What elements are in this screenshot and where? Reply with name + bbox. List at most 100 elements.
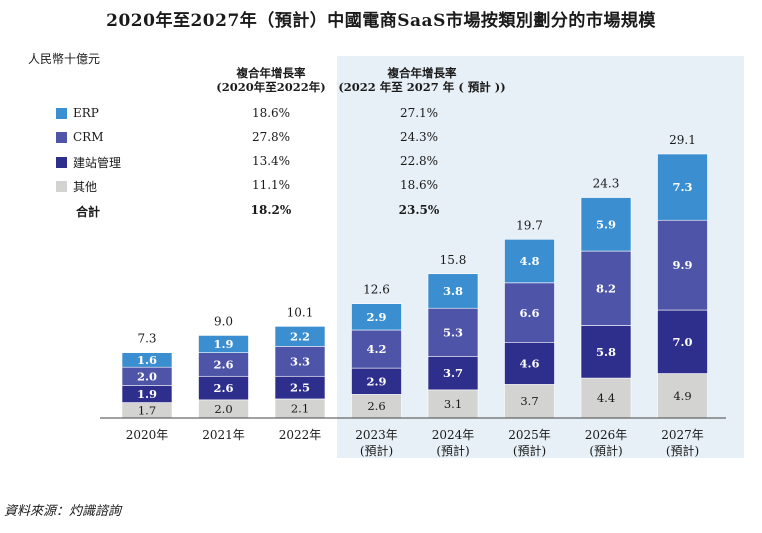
bar-segment-website-6 xyxy=(580,325,632,379)
data-label-other-4: 3.1 xyxy=(444,397,462,411)
bar-segment-other-5 xyxy=(504,384,555,419)
data-label-erp-2: 2.2 xyxy=(290,329,310,343)
cagr-header-historical-line1: 複合年增長率 xyxy=(236,66,306,80)
data-label-website-3: 2.9 xyxy=(366,374,386,388)
data-label-other-6: 4.4 xyxy=(597,391,615,405)
data-label-crm-3: 4.2 xyxy=(366,342,386,356)
bar-segment-crm-3 xyxy=(351,329,402,369)
total-label-4: 15.8 xyxy=(440,253,467,267)
total-label: 合計 xyxy=(76,205,101,219)
data-label-crm-1: 2.6 xyxy=(213,357,233,371)
total-label-1: 9.0 xyxy=(214,314,233,328)
source-note: 資料來源：灼識諮詢 xyxy=(4,504,122,519)
cagr-header-forecast: 複合年增長率 (2022 年至 2027 年 ( 預計 )) xyxy=(338,66,506,94)
bar-segment-erp-6 xyxy=(580,197,632,252)
cagr-header-forecast-line1: 複合年增長率 xyxy=(387,66,457,80)
data-label-crm-5: 6.6 xyxy=(519,306,539,320)
legend-label-erp: ERP xyxy=(73,106,99,120)
cagr-fore-website: 22.8% xyxy=(399,154,439,168)
data-label-erp-5: 4.8 xyxy=(519,254,539,268)
legend-item-other: 其他 xyxy=(56,178,97,195)
total-label-7: 29.1 xyxy=(669,133,696,147)
x-tick-sublabel-5: (預計) xyxy=(513,443,546,458)
data-label-website-7: 7.0 xyxy=(672,335,692,349)
bar-segment-crm-6 xyxy=(580,250,632,326)
bar-segment-website-5 xyxy=(504,342,555,385)
unit-label: 人民幣十億元 xyxy=(28,52,101,66)
total-label-5: 19.7 xyxy=(516,218,543,232)
data-label-crm-0: 2.0 xyxy=(137,369,157,383)
legend-swatch-crm xyxy=(56,131,67,143)
bar-segment-erp-2 xyxy=(274,326,326,347)
legend-label-website: 建站管理 xyxy=(73,156,122,170)
legend-item-website: 建站管理 xyxy=(56,154,121,171)
bar-segment-erp-0 xyxy=(121,352,173,368)
data-label-website-2: 2.5 xyxy=(290,381,310,395)
cagr-hist-total: 18.2% xyxy=(250,203,292,217)
bar-segment-crm-2 xyxy=(274,346,326,377)
bar-segment-erp-5 xyxy=(504,238,555,284)
cagr-hist-other: 11.1% xyxy=(251,178,291,192)
data-label-other-3: 2.6 xyxy=(367,399,385,413)
bar-segment-website-7 xyxy=(657,309,708,374)
x-tick-label-0: 2020年 xyxy=(126,428,169,442)
legend-item-crm: CRM xyxy=(56,130,104,144)
x-tick-label-6: 2026年 xyxy=(585,428,628,442)
data-label-other-7: 4.9 xyxy=(673,389,691,403)
x-tick-sublabel-3: (預計) xyxy=(360,443,393,458)
bar-segment-erp-4 xyxy=(427,273,479,309)
data-label-erp-7: 7.3 xyxy=(672,180,692,194)
x-tick-label-3: 2023年 xyxy=(355,428,398,442)
x-tick-label-4: 2024年 xyxy=(432,428,475,442)
bar-segment-erp-7 xyxy=(657,153,708,221)
data-label-erp-1: 1.9 xyxy=(213,337,233,351)
legend-label-crm: CRM xyxy=(73,130,104,144)
legend-swatch-other xyxy=(56,181,67,192)
total-label-2: 10.1 xyxy=(287,305,314,319)
legend-swatch-website xyxy=(56,157,67,168)
data-label-website-6: 5.8 xyxy=(596,345,616,359)
legend-item-erp: ERP xyxy=(56,106,99,120)
cagr-header-historical-line2: (2020年至2022年) xyxy=(216,80,326,94)
bar-segment-crm-4 xyxy=(427,307,479,357)
chart-title: 2020年至2027年（預計）中國電商SaaS市場按類別劃分的市場規模 xyxy=(106,11,656,31)
data-label-erp-4: 3.8 xyxy=(443,284,463,298)
cagr-header-forecast-line2: (2022 年至 2027 年 ( 預計 )) xyxy=(338,80,506,94)
x-tick-label-7: 2027年 xyxy=(661,428,704,442)
data-label-crm-4: 5.3 xyxy=(443,325,463,339)
data-label-other-2: 2.1 xyxy=(291,401,309,415)
data-label-website-5: 4.6 xyxy=(519,357,539,371)
bar-segment-erp-3 xyxy=(351,303,402,331)
x-tick-sublabel-6: (預計) xyxy=(589,443,622,458)
x-tick-label-2: 2022年 xyxy=(279,428,322,442)
legend-label-other: 其他 xyxy=(73,180,98,194)
cagr-fore-erp: 27.1% xyxy=(399,106,439,120)
data-label-crm-7: 9.9 xyxy=(672,258,692,272)
data-label-erp-0: 1.6 xyxy=(137,353,157,367)
data-label-erp-3: 2.9 xyxy=(366,310,386,324)
bar-segment-crm-5 xyxy=(504,282,555,344)
data-label-website-0: 1.9 xyxy=(137,387,157,401)
data-label-other-5: 3.7 xyxy=(520,394,538,408)
data-label-other-0: 1.7 xyxy=(138,403,156,417)
data-label-website-4: 3.7 xyxy=(443,366,463,380)
legend-swatch-erp xyxy=(56,107,67,119)
cagr-header-historical: 複合年增長率 (2020年至2022年) xyxy=(208,66,334,94)
data-label-erp-6: 5.9 xyxy=(596,217,616,231)
data-label-other-1: 2.0 xyxy=(214,402,232,416)
x-tick-sublabel-4: (預計) xyxy=(436,443,469,458)
data-label-crm-6: 8.2 xyxy=(596,281,616,295)
cagr-fore-total: 23.5% xyxy=(398,203,440,217)
cagr-fore-crm: 24.3% xyxy=(399,130,439,144)
x-tick-sublabel-7: (預計) xyxy=(666,443,699,458)
total-label-6: 24.3 xyxy=(593,177,620,191)
total-label-0: 7.3 xyxy=(137,332,156,346)
x-tick-label-1: 2021年 xyxy=(202,428,245,442)
bar-segment-website-4 xyxy=(427,356,479,391)
data-label-crm-2: 3.3 xyxy=(290,354,310,368)
cagr-hist-website: 13.4% xyxy=(251,154,291,168)
data-label-website-1: 2.6 xyxy=(213,381,233,395)
bar-segment-other-4 xyxy=(427,389,479,419)
bar-segment-erp-1 xyxy=(198,335,249,353)
total-label-3: 12.6 xyxy=(363,283,390,297)
